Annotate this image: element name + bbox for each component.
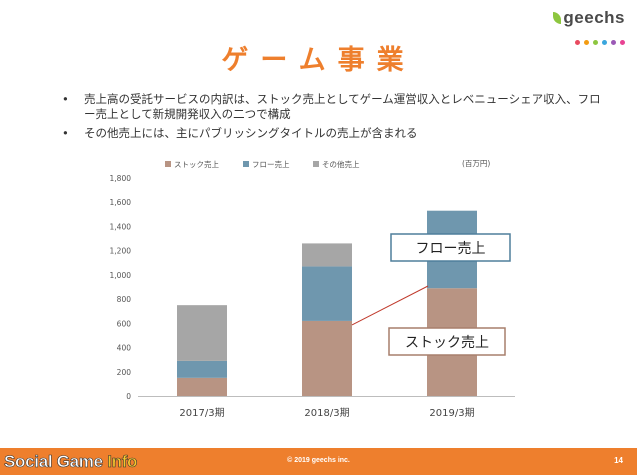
legend-label: ストック売上: [174, 159, 219, 169]
watermark-accent: Info: [107, 452, 138, 472]
callout-box: [388, 327, 506, 356]
logo-wordmark: geechs: [545, 8, 625, 28]
legend-swatch: [243, 161, 249, 167]
stacked-bar-chart: 0 200 400 600 800 1,000 1,200 1,400 1,600 1,800 20…: [110, 159, 515, 419]
footer-bar: Social Game Info © 2019 geechs inc. 14: [0, 448, 637, 475]
x-tick-label: 2019/3期: [429, 407, 474, 419]
legend-label: フロー売上: [252, 159, 290, 169]
logo-dot: [575, 40, 580, 45]
bullet-text: 売上高の受託サービスの内訳は、ストック売上としてゲーム運営収入とレベニューシェア…: [84, 92, 601, 121]
bullet-marker: •: [62, 126, 69, 140]
legend-label: その他売上: [322, 159, 360, 169]
logo-dots: [545, 30, 625, 49]
bar-segment: [302, 243, 352, 267]
watermark-logo: Social Game Info: [4, 452, 138, 472]
bar-segment: [177, 305, 227, 361]
logo-dot: [602, 40, 607, 45]
bar-segment: [177, 377, 227, 396]
legend-swatch: [165, 161, 171, 167]
y-tick-label: 600: [117, 319, 132, 328]
logo-dot: [593, 40, 598, 45]
bullet-item: • その他売上には、主にパブリッシングタイトルの売上が含まれる: [62, 126, 602, 141]
watermark-main: Social Game: [4, 452, 108, 472]
geechs-logo: geechs: [545, 8, 625, 49]
logo-dot: [611, 40, 616, 45]
y-tick-label: 0: [126, 392, 131, 401]
bullet-list: • 売上高の受託サービスの内訳は、ストック売上としてゲーム運営収入とレベニューシ…: [62, 92, 602, 145]
callout-box: [390, 233, 511, 262]
y-tick-label: 1,200: [110, 247, 132, 256]
copyright-text: © 2019 geechs inc.: [287, 457, 350, 464]
y-tick-label: 1,000: [110, 271, 132, 280]
y-tick-label: 200: [117, 368, 132, 377]
logo-dot: [620, 40, 625, 45]
legend-swatch: [313, 161, 319, 167]
page-number: 14: [614, 456, 623, 465]
y-tick-label: 1,400: [110, 222, 132, 231]
bar-segment: [177, 360, 227, 378]
bullet-marker: •: [62, 92, 69, 106]
logo-dot: [584, 40, 589, 45]
bullet-item: • 売上高の受託サービスの内訳は、ストック売上としてゲーム運営収入とレベニューシ…: [62, 92, 602, 122]
bar-segment: [302, 266, 352, 321]
y-tick-label: 400: [117, 344, 132, 353]
leaf-icon: [553, 12, 562, 24]
bullet-text: その他売上には、主にパブリッシングタイトルの売上が含まれる: [84, 126, 418, 140]
y-tick-label: 800: [117, 295, 132, 304]
callout-label: ストック売上: [405, 335, 489, 351]
bar-segment: [302, 320, 352, 396]
x-tick-label: 2017/3期: [179, 407, 224, 419]
y-tick-label: 1,800: [110, 174, 132, 183]
logo-text: geechs: [563, 8, 625, 27]
y-tick-label: 1,600: [110, 198, 132, 207]
callout-connector: [351, 285, 429, 326]
callout-label: フロー売上: [416, 241, 486, 257]
page-title: ゲーム事業: [221, 45, 416, 76]
unit-label: (百万円): [462, 159, 490, 168]
x-tick-label: 2018/3期: [304, 407, 349, 419]
